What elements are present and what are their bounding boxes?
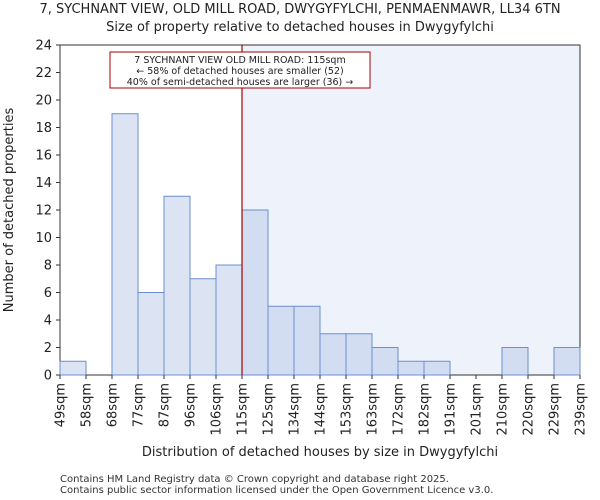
x-tick-label: 191sqm bbox=[444, 383, 459, 436]
bar-125sqm bbox=[268, 306, 294, 375]
y-tick-label: 10 bbox=[35, 231, 52, 246]
bar-153sqm bbox=[346, 334, 372, 375]
x-tick-label: 239sqm bbox=[574, 383, 589, 436]
x-tick-label: 163sqm bbox=[366, 383, 381, 436]
bar-49sqm bbox=[60, 361, 86, 375]
y-tick-label: 2 bbox=[44, 341, 52, 356]
bar-chart: 02468101214161820222449sqm 58sqm 68sqm 77sq… bbox=[0, 0, 600, 500]
y-tick-label: 12 bbox=[35, 204, 52, 219]
bar-115sqm bbox=[242, 210, 268, 375]
annotation-larger: 40% of semi-detached houses are larger (… bbox=[127, 77, 354, 88]
x-tick-label: 68sqm bbox=[106, 383, 121, 427]
x-tick-label: 115sqm bbox=[236, 383, 251, 436]
footer-line-2: Contains public sector information licen… bbox=[60, 485, 493, 496]
x-tick-label: 96sqm bbox=[184, 383, 199, 427]
x-tick-label: 58sqm bbox=[80, 383, 95, 427]
bar-96sqm bbox=[190, 279, 216, 375]
x-tick-label: 172sqm bbox=[392, 383, 407, 436]
x-tick-label: 182sqm bbox=[418, 383, 433, 436]
y-tick-label: 20 bbox=[35, 94, 52, 109]
y-tick-label: 8 bbox=[44, 259, 52, 274]
bar-163sqm bbox=[372, 348, 398, 376]
y-tick-label: 22 bbox=[35, 66, 52, 81]
y-tick-label: 4 bbox=[44, 314, 52, 329]
x-tick-label: 77sqm bbox=[132, 383, 147, 427]
x-tick-label: 229sqm bbox=[548, 383, 563, 436]
y-tick-label: 14 bbox=[35, 176, 52, 191]
y-axis-label: Number of detached properties bbox=[2, 108, 17, 313]
y-tick-label: 18 bbox=[35, 121, 52, 136]
bar-210sqm bbox=[502, 348, 528, 376]
annotation-smaller: ← 58% of detached houses are smaller (52… bbox=[136, 66, 343, 77]
y-tick-label: 6 bbox=[44, 286, 52, 301]
x-tick-label: 144sqm bbox=[314, 383, 329, 436]
y-tick-label: 16 bbox=[35, 149, 52, 164]
footer-line-1: Contains HM Land Registry data © Crown c… bbox=[60, 474, 449, 485]
bar-134sqm bbox=[294, 306, 320, 375]
bar-87sqm bbox=[164, 196, 190, 375]
x-tick-label: 49sqm bbox=[54, 383, 69, 427]
y-tick-label: 0 bbox=[44, 369, 52, 384]
bar-68sqm bbox=[112, 114, 138, 375]
x-tick-label: 125sqm bbox=[262, 383, 277, 436]
bar-144sqm bbox=[320, 334, 346, 375]
x-tick-label: 134sqm bbox=[288, 383, 303, 436]
x-tick-label: 87sqm bbox=[158, 383, 173, 427]
bar-229sqm bbox=[554, 348, 580, 376]
bar-106sqm bbox=[216, 265, 242, 375]
bar-182sqm bbox=[424, 361, 450, 375]
x-axis-label: Distribution of detached houses by size … bbox=[142, 445, 498, 460]
x-tick-label: 153sqm bbox=[340, 383, 355, 436]
x-tick-label: 220sqm bbox=[522, 383, 537, 436]
x-tick-label: 201sqm bbox=[470, 383, 485, 436]
x-tick-label: 106sqm bbox=[210, 383, 225, 436]
bar-77sqm bbox=[138, 293, 164, 376]
y-tick-label: 24 bbox=[35, 39, 52, 54]
x-tick-label: 210sqm bbox=[496, 383, 511, 436]
bar-172sqm bbox=[398, 361, 424, 375]
annotation-title: 7 SYCHNANT VIEW OLD MILL ROAD: 115sqm bbox=[134, 55, 345, 66]
